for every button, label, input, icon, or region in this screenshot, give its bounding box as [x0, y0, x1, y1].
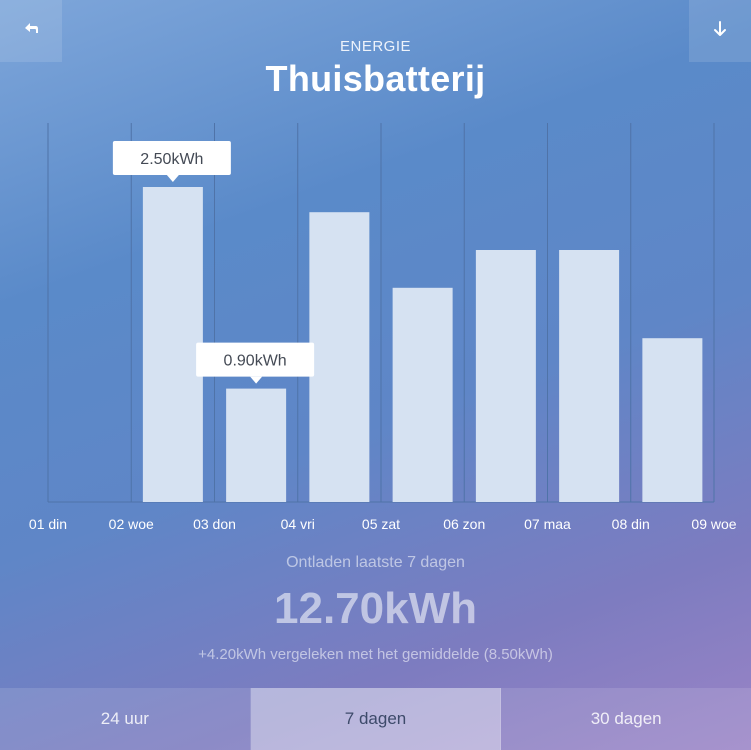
bar-04-vri[interactable] — [309, 212, 370, 502]
bar-06-zon[interactable] — [475, 250, 536, 502]
summary-label: Ontladen laatste 7 dagen — [286, 554, 465, 571]
tab-30-dagen[interactable]: 30 dagen — [501, 688, 751, 750]
value-tooltip: 2.50kWh — [112, 141, 231, 182]
tooltip-label: 2.50kWh — [140, 151, 203, 168]
bar-08-din[interactable] — [642, 338, 703, 502]
back-arrow-icon — [21, 19, 41, 44]
x-tick-label: 07 maa — [524, 516, 571, 532]
x-tick-label: 08 din — [612, 516, 650, 532]
summary-comparison: +4.20kWh vergeleken met het gemiddelde (… — [198, 646, 553, 663]
x-tick-label: 02 woe — [109, 516, 154, 532]
tab-7-dagen[interactable]: 7 dagen — [250, 688, 502, 750]
x-tick-label: 03 don — [193, 516, 236, 532]
x-tick-label: 06 zon — [443, 516, 485, 532]
tab-24-uur[interactable]: 24 uur — [0, 688, 251, 750]
down-arrow-icon — [710, 19, 730, 44]
page-title: Thuisbatterij — [265, 58, 486, 99]
energy-bar-chart: 01 din 02 woe 03 don 04 vri 05 zat 06 zon 07 m… — [29, 123, 736, 532]
page-subtitle: ENERGIE — [339, 38, 411, 55]
bar-03-don[interactable] — [226, 388, 287, 502]
bar-05-zat[interactable] — [392, 287, 453, 502]
download-button[interactable] — [689, 0, 751, 62]
back-button[interactable] — [0, 0, 62, 62]
bar-02-woe[interactable] — [142, 187, 203, 502]
x-tick-label: 04 vri — [281, 516, 315, 532]
x-tick-label: 01 din — [29, 516, 67, 532]
value-tooltip: 0.90kWh — [196, 342, 315, 384]
summary-value: 12.70kWh — [274, 584, 477, 633]
tooltip-label: 0.90kWh — [224, 353, 287, 370]
x-tick-label: 09 woe — [691, 516, 736, 532]
bar-07-maa[interactable] — [559, 250, 620, 502]
period-tabs: 24 uur 7 dagen 30 dagen — [0, 688, 751, 750]
x-tick-label: 05 zat — [362, 516, 400, 532]
